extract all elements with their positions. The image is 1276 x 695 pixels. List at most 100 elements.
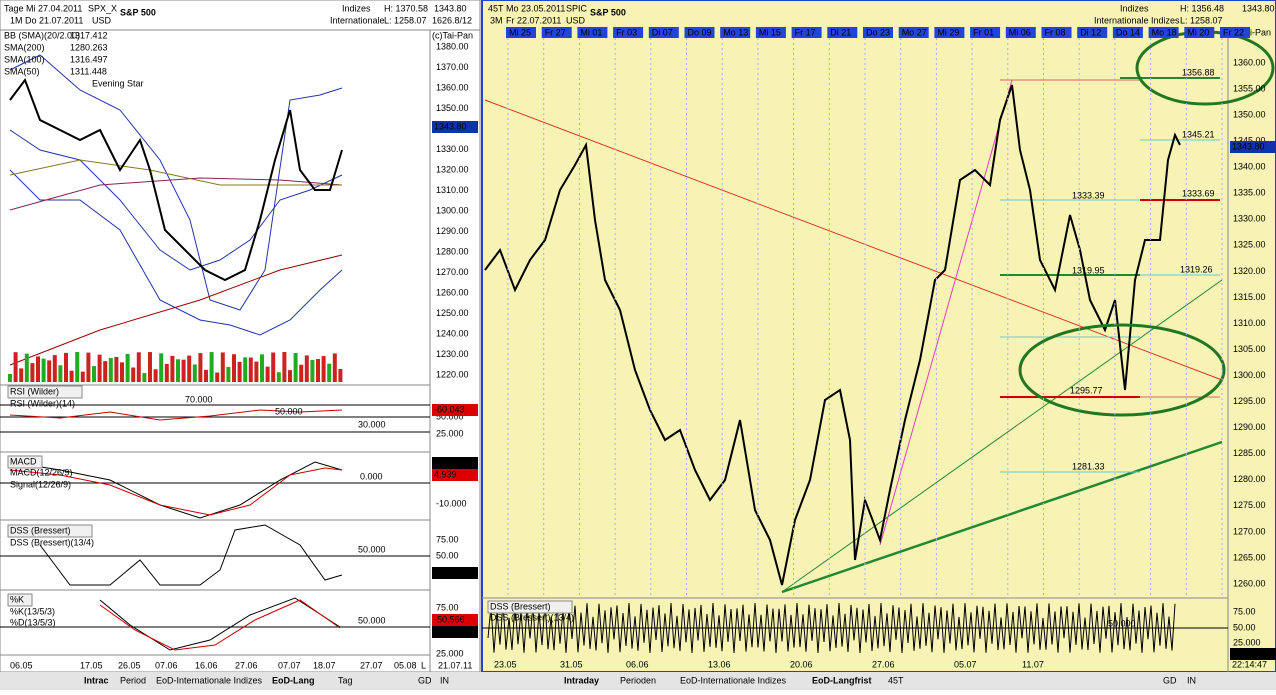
level-label: 50.000 [1108,618,1136,628]
toolbar-tab[interactable]: EoD-Internationale Indizes [156,675,263,685]
dss-line [487,602,1176,654]
indicator-button [7,593,33,607]
volume-bar [288,370,292,382]
toolbar-tab[interactable]: Perioden [620,675,656,685]
price-flag-text: 4.939 [434,469,457,479]
header-text: USD [566,15,586,25]
volume-bar [299,364,304,382]
indicator-button [7,385,83,399]
volume-bar [142,373,147,382]
date-tab-text: Do 23 [866,27,890,37]
price-flag [432,626,478,638]
legend-text: 1316.497 [70,54,108,64]
toolbar-tab[interactable]: 45T [888,675,904,685]
volume-bar [176,359,180,382]
toolbar-tab[interactable]: EoD-Internationale Indizes [680,675,787,685]
indicator-name: %D(13/5/3) [10,617,56,627]
header-text: 45T [488,3,504,13]
volume-bar [136,352,141,382]
oscillator [487,602,1176,654]
volume-bar [131,367,136,382]
y-tick-label: 1270.00 [1233,526,1266,536]
header-text: SPX_X [88,3,117,13]
volume-bar [41,358,46,382]
x-tick-label: 31.05 [560,659,583,669]
date-tab-text: Di 21 [830,27,851,37]
date-tab [1077,27,1108,38]
toolbar-tab[interactable]: EoD-Langfrist [812,675,872,685]
date-tab-text: Do 09 [688,27,712,37]
volume-bar [293,353,298,382]
y-tick-label: 1310.00 [1233,318,1266,328]
volume-bar [248,357,253,382]
date-tab-text: Mi 25 [509,27,531,37]
y-tick-label: 1330.00 [1233,214,1266,224]
volume-bar [332,353,337,382]
x-tick-label: 26.05 [118,660,141,670]
date-tab-text: Fr 22 [1223,27,1244,37]
volume-bar [97,354,102,382]
price-flag [432,469,478,481]
header-text: (c)Tai-Pan [432,30,473,40]
toolbar-tab[interactable]: IN [1187,675,1196,685]
level-label: 1345.21 [1182,129,1215,139]
y-tick-label: 1305.00 [1233,344,1266,354]
volume-bar [316,359,320,382]
date-tab-text: Mo 27 [902,27,927,37]
header-text: Indizes [1120,3,1149,13]
y-tick-label: 1260.00 [436,287,469,297]
x-tick-label: 05.07 [954,659,977,669]
left-panel [0,0,481,673]
y-tick-label: 1260.00 [1233,578,1266,588]
x-tick-label: 27.06 [872,659,895,669]
toolbar-tab[interactable]: GD [418,675,432,685]
toolbar-tab[interactable]: Tag [338,675,353,685]
legend-text: SMA(50) [4,66,40,76]
left-lines [0,29,480,672]
toolbar-tab[interactable]: Intrac [84,675,109,685]
header-text: L: 1258.07 [1180,15,1223,25]
header-text: (c)Tai-Pan [1230,27,1271,37]
level-label: 50.000 [358,615,386,625]
y-tick-label: 75.00 [436,602,459,612]
price-flag-text: -60.043 [434,404,465,414]
indicator-button [7,524,93,538]
legend-text: BB (SMA)(20/2.00) [4,30,80,40]
date-tab [755,27,786,38]
y-tick-label: 1345.00 [1233,136,1266,146]
header-text: Tage Mi 27.04.2011 [4,3,82,13]
y-tick-label: 1290.00 [1233,422,1266,432]
right-panel [481,0,1276,673]
y-tick-label: 50.00 [1233,622,1256,632]
y-tick-label: -10.000 [436,498,467,508]
volume-bar [86,352,91,382]
volume-bar [304,355,309,382]
date-tab-text: Mi 29 [937,27,959,37]
y-tick-label: 1240.00 [436,328,469,338]
date-tab [1005,27,1036,38]
toolbar-tab[interactable]: Period [120,675,146,685]
indicator-button [487,600,573,614]
x-tick-label: 05.08 [394,660,417,670]
indicator-name: DSS (Bressert)(13/4) [490,612,574,622]
volume-bar [108,357,113,382]
toolbar-tab[interactable]: GD [1163,675,1177,685]
level-label: 1333.69 [1182,188,1215,198]
date-tab [613,27,644,38]
header-text: S&P 500 [120,7,156,17]
clock: 22:14:47 [1232,659,1267,669]
date-tab-text: Mi 06 [1009,27,1031,37]
date-tab [720,27,751,38]
level-label: 50.000 [358,544,386,554]
date-tab [970,27,1001,38]
header-text: 1626.8/12 [432,15,472,25]
toolbar-tab[interactable]: IN [440,675,449,685]
level-label: 70.000 [185,394,213,404]
volume-bar [80,371,85,382]
toolbar-tab[interactable]: EoD-Lang [272,675,315,685]
toolbar-tab[interactable]: Intraday [564,675,599,685]
volume-bar [187,355,192,382]
price-flag-text: 3.067 [1232,648,1255,658]
header-text: S&P 500 [590,7,626,17]
date-tab-text: Fr 01 [973,27,994,37]
